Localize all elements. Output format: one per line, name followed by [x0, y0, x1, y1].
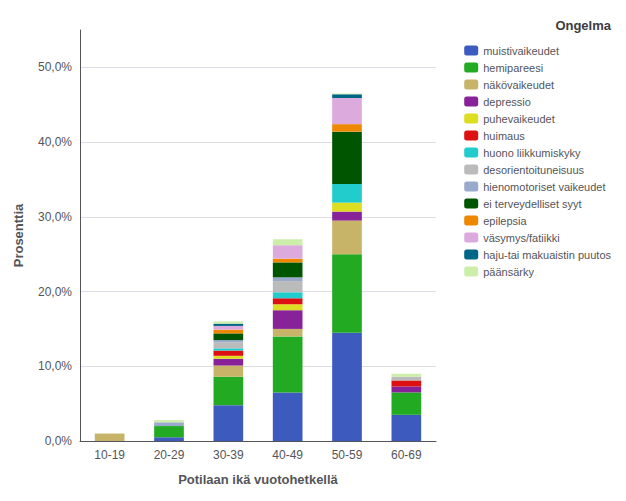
svg-text:epilepsia: epilepsia — [483, 215, 527, 227]
svg-text:huono liikkumiskyky: huono liikkumiskyky — [483, 147, 581, 159]
svg-text:haju-tai makuaistin puutos: haju-tai makuaistin puutos — [483, 249, 611, 261]
svg-text:päänsärky: päänsärky — [483, 266, 534, 278]
svg-text:desorientoituneisuus: desorientoituneisuus — [483, 164, 584, 176]
svg-text:50-59: 50-59 — [332, 448, 363, 462]
svg-text:30-39: 30-39 — [213, 448, 244, 462]
svg-text:hienomotoriset vaikeudet: hienomotoriset vaikeudet — [483, 181, 605, 193]
svg-text:30,0%: 30,0% — [38, 210, 72, 224]
svg-text:väsymys/fatiikki: väsymys/fatiikki — [483, 232, 559, 244]
svg-text:näkövaikeudet: näkövaikeudet — [483, 79, 554, 91]
svg-text:muistivaikeudet: muistivaikeudet — [483, 45, 559, 57]
svg-text:depressio: depressio — [483, 96, 531, 108]
svg-text:hemipareesi: hemipareesi — [483, 62, 543, 74]
svg-text:40,0%: 40,0% — [38, 135, 72, 149]
svg-text:50,0%: 50,0% — [38, 60, 72, 74]
svg-text:huimaus: huimaus — [483, 130, 525, 142]
svg-text:10-19: 10-19 — [94, 448, 125, 462]
svg-text:0,0%: 0,0% — [45, 434, 73, 448]
svg-text:20-29: 20-29 — [154, 448, 185, 462]
svg-text:Potilaan ikä vuotohetkellä: Potilaan ikä vuotohetkellä — [178, 472, 338, 487]
svg-text:Ongelma: Ongelma — [555, 18, 611, 33]
svg-text:60-69: 60-69 — [391, 448, 422, 462]
svg-text:40-49: 40-49 — [272, 448, 303, 462]
svg-text:ei terveydelliset syyt: ei terveydelliset syyt — [483, 198, 581, 210]
svg-text:20,0%: 20,0% — [38, 285, 72, 299]
svg-text:10,0%: 10,0% — [38, 359, 72, 373]
svg-text:Prosenttia: Prosenttia — [11, 203, 26, 267]
svg-text:puhevaikeudet: puhevaikeudet — [483, 113, 555, 125]
